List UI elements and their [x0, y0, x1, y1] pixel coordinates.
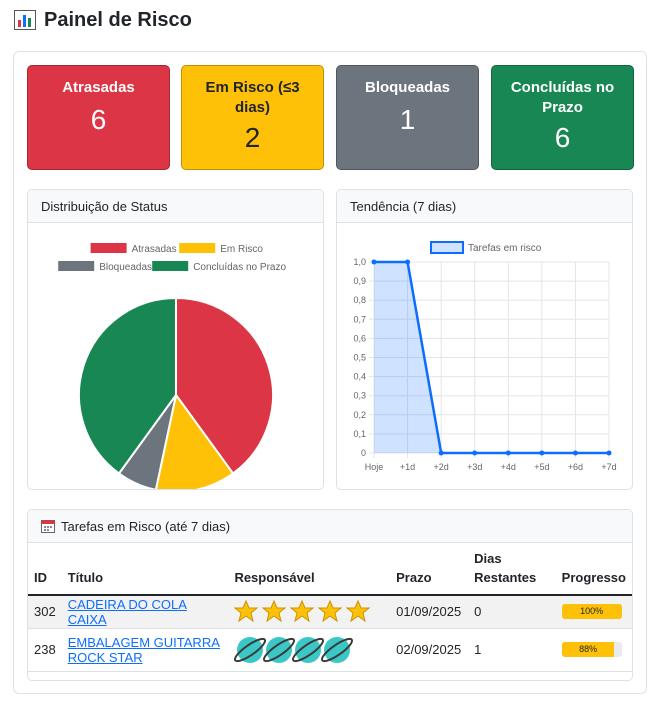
legend-label: Concluídas no Prazo	[193, 262, 286, 273]
stat-label: Em Risco (≤3 dias)	[205, 79, 300, 116]
page-title: Painel de Risco	[14, 8, 192, 32]
stat-value: 2	[244, 122, 261, 153]
y-tick-label: 0,5	[353, 353, 366, 363]
task-progress: 88%	[561, 642, 622, 657]
stat-value: 6	[90, 104, 107, 135]
legend-swatch[interactable]	[179, 243, 216, 253]
stat-card-blocked: Bloqueadas 1	[336, 65, 479, 170]
data-point[interactable]	[505, 450, 511, 456]
y-tick-label: 0,9	[353, 276, 366, 286]
legend-swatch[interactable]	[430, 241, 464, 254]
calendar-icon	[41, 520, 55, 533]
task-days-left: 1	[474, 642, 482, 657]
series-line	[374, 260, 609, 455]
task-id: 302	[34, 604, 56, 620]
trend-header: Tendência (7 dias)	[337, 190, 632, 223]
tasks-header: Tarefas em Risco (até 7 dias)	[28, 510, 632, 543]
trend-line-chart: Tarefas em risco 0 0,1 0,2 0,3 0,4 0,5 0,6 0,7 0,…	[353, 241, 617, 472]
y-tick-label: 0,2	[353, 410, 366, 420]
y-tick-label: 1,0	[353, 257, 366, 267]
stat-card-at-risk: Em Risco (≤3 dias) 2	[181, 65, 324, 170]
star-avatar-icon	[234, 599, 371, 622]
data-point[interactable]	[572, 450, 578, 456]
status-distribution-card: Distribuição de Status Atrasadas Em Risco…	[27, 189, 324, 490]
page-title-text: Painel de Risco	[44, 8, 192, 31]
table-header-row: ID Título Responsável Prazo Dias Restant…	[28, 543, 632, 596]
data-point[interactable]	[472, 450, 478, 456]
task-due-date: 02/09/2025	[396, 642, 462, 657]
table-row: 238 EMBALAGEM GUITARRA ROCK STAR	[28, 628, 632, 671]
data-point[interactable]	[371, 259, 377, 265]
assignee-avatars	[234, 630, 384, 670]
stat-card-completed-on-time: Concluídas no Prazo 6	[491, 65, 634, 170]
pie-slice-concluídas-no-prazo[interactable]	[78, 296, 177, 475]
x-tick-label: Hoje	[365, 462, 384, 472]
assignee-avatars	[234, 599, 384, 625]
x-tick-label: +5d	[534, 462, 549, 472]
tasks-at-risk-card: Tarefas em Risco (até 7 dias) ID Título …	[27, 509, 633, 681]
bar-chart-icon	[14, 10, 36, 30]
y-tick-label: 0,7	[353, 314, 366, 324]
data-point[interactable]	[405, 259, 411, 265]
tasks-table: ID Título Responsável Prazo Dias Restant…	[28, 543, 632, 672]
y-tick-label: 0	[361, 448, 366, 458]
legend-swatch[interactable]	[152, 261, 189, 271]
tasks-header-title: Tarefas em Risco (até 7 dias)	[61, 518, 231, 534]
x-tick-label: +3d	[467, 462, 482, 472]
task-progress-bar: 88%	[561, 642, 615, 657]
legend-swatch[interactable]	[58, 261, 95, 271]
task-progress: 100%	[561, 604, 622, 620]
stat-value: 1	[399, 104, 416, 135]
column-header-progress: Progresso	[555, 543, 632, 596]
legend-label: Bloqueadas	[99, 262, 152, 273]
column-header-assignee: Responsável	[228, 543, 391, 596]
y-tick-label: 0,1	[353, 429, 366, 439]
column-header-due: Prazo	[390, 543, 469, 596]
data-point[interactable]	[438, 450, 444, 456]
pie-slice-atrasadas[interactable]	[175, 296, 274, 475]
data-point[interactable]	[539, 450, 545, 456]
y-tick-label: 0,6	[353, 333, 366, 343]
task-progress-bar: 100%	[561, 604, 622, 620]
task-title-link[interactable]: EMBALAGEM GUITARRA ROCK STAR	[67, 634, 220, 665]
pie-slice-em-risco[interactable]	[154, 392, 235, 489]
task-due-date: 01/09/2025	[396, 604, 462, 620]
task-days-left: 0	[474, 604, 482, 620]
legend-label: Em Risco	[220, 244, 263, 255]
status-distribution-header: Distribuição de Status	[28, 190, 323, 223]
stat-label: Bloqueadas	[364, 79, 451, 96]
x-tick-label: +6d	[568, 462, 583, 472]
x-tick-label: +4d	[501, 462, 516, 472]
stat-value: 6	[554, 122, 571, 153]
y-tick-label: 0,8	[353, 295, 366, 305]
legend-swatch[interactable]	[90, 243, 127, 253]
column-header-title: Título	[61, 543, 229, 596]
x-tick-label: +2d	[434, 462, 449, 472]
status-pie-chart: Atrasadas Em Risco Bloqueadas Concluídas no…	[58, 243, 286, 489]
legend-label: Atrasadas	[132, 244, 177, 255]
data-point[interactable]	[606, 450, 612, 456]
column-header-id: ID	[28, 543, 62, 596]
task-id: 238	[34, 642, 56, 657]
x-tick-label: +1d	[400, 462, 415, 472]
y-tick-label: 0,4	[353, 372, 366, 382]
column-header-days-left: Dias Restantes	[468, 543, 556, 596]
task-title-link[interactable]: CADEIRA DO COLA CAIXA	[67, 596, 187, 627]
stat-label: Concluídas no Prazo	[510, 79, 615, 116]
table-row: 302 CADEIRA DO COLA CAIXA	[28, 595, 632, 628]
x-tick-label: +7d	[601, 462, 616, 472]
legend-label: Tarefas em risco	[468, 243, 542, 254]
stat-card-overdue: Atrasadas 6	[27, 65, 170, 170]
stat-label: Atrasadas	[62, 79, 135, 96]
planet-avatar-icon	[234, 636, 354, 663]
y-tick-label: 0,3	[353, 391, 366, 401]
trend-card: Tendência (7 dias) Tarefas em risco 0 0,1 0…	[336, 189, 633, 490]
